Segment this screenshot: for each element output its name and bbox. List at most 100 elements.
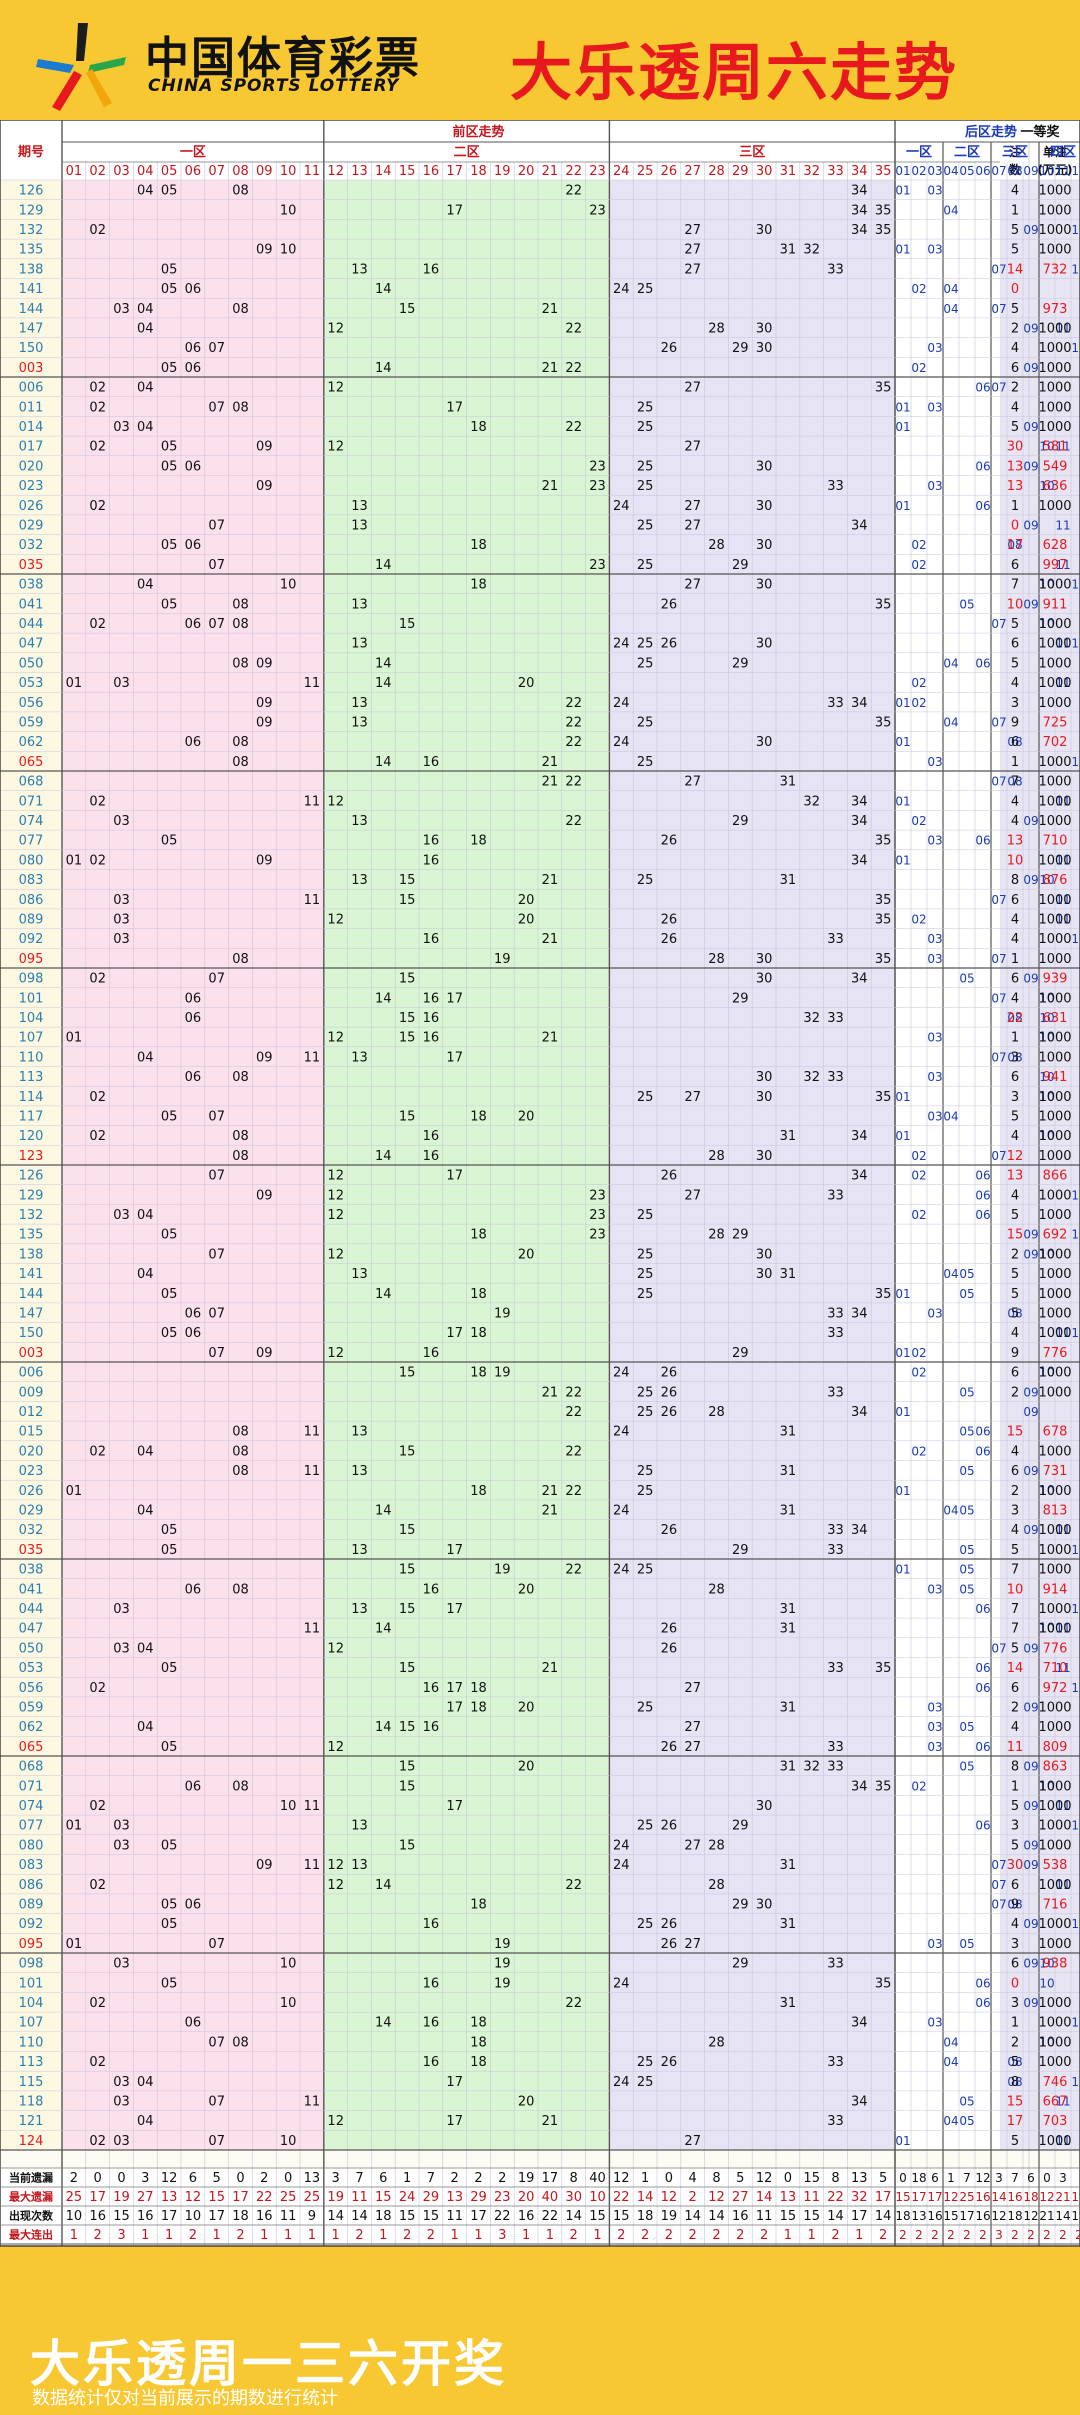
stats-back-value: 12 <box>1039 2190 1054 2204</box>
back-ball: 12 <box>1071 637 1080 651</box>
front-ball: 03 <box>113 420 130 435</box>
front-ball: 25 <box>637 518 654 533</box>
front-ball: 07 <box>208 400 225 415</box>
prize-count: 5 <box>1011 2055 1019 2070</box>
back-ball: 07 <box>991 1897 1006 1911</box>
front-ball: 32 <box>803 1070 820 1085</box>
prize-amount: 1000 <box>1038 1523 1071 1538</box>
back-number-header: 04 <box>943 164 958 178</box>
back-ball: 11 <box>1055 1622 1070 1636</box>
back-ball: 06 <box>975 499 990 513</box>
prize-amount: 1000 <box>1038 1484 1071 1499</box>
back-ball: 11 <box>1055 518 1070 532</box>
front-ball: 32 <box>803 1011 820 1026</box>
front-ball: 30 <box>756 321 773 336</box>
front-ball: 07 <box>208 2035 225 2050</box>
prize-count: 6 <box>1011 1464 1019 1479</box>
front-ball: 05 <box>161 1838 178 1853</box>
front-ball: 30 <box>756 459 773 474</box>
prize-count: 6 <box>1011 361 1019 376</box>
back-ball: 03 <box>927 243 942 257</box>
front-ball: 22 <box>565 715 582 730</box>
front-ball: 06 <box>185 1070 202 1085</box>
prize-amount: 1000 <box>1038 321 1071 336</box>
back-ball: 10 <box>1039 1976 1054 1990</box>
prize-amount: 914 <box>1043 1582 1068 1597</box>
stats-front-value: 0 <box>284 2171 292 2186</box>
back-ball: 06 <box>975 1661 990 1675</box>
front-ball: 20 <box>518 912 535 927</box>
front-ball: 15 <box>399 1838 416 1853</box>
front-ball: 34 <box>851 2094 868 2109</box>
front-number-header: 19 <box>494 164 511 179</box>
front-ball: 33 <box>827 1326 844 1341</box>
prize-amount: 732 <box>1043 262 1068 277</box>
issue-number: 110 <box>19 2035 44 2050</box>
prize-amount: 1000 <box>1038 637 1071 652</box>
front-ball: 03 <box>113 676 130 691</box>
issue-number: 020 <box>19 459 44 474</box>
stats-back-value: 2 <box>931 2228 939 2242</box>
stats-front-value: 2 <box>570 2228 578 2243</box>
stats-front-value: 1 <box>308 2228 316 2243</box>
back-ball: 09 <box>1023 1700 1038 1714</box>
prize-count: 3 <box>1011 1090 1019 1105</box>
front-ball: 07 <box>208 972 225 987</box>
back-ball: 09 <box>1023 972 1038 986</box>
front-ball: 04 <box>137 1050 154 1065</box>
prize-count: 6 <box>1011 972 1019 987</box>
stats-front-value: 32 <box>851 2190 868 2205</box>
issue-number: 129 <box>19 1188 44 1203</box>
front-ball: 08 <box>232 184 249 199</box>
front-ball: 26 <box>661 1622 678 1637</box>
front-ball: 22 <box>565 1484 582 1499</box>
issue-number: 050 <box>19 1641 44 1656</box>
front-ball: 34 <box>851 223 868 238</box>
prize-amount: 1000 <box>1038 1366 1071 1381</box>
front-ball: 33 <box>827 932 844 947</box>
front-ball: 33 <box>827 1523 844 1538</box>
back-ball: 03 <box>927 834 942 848</box>
front-ball: 16 <box>423 755 440 770</box>
prize-amount: 1000 <box>1038 1326 1071 1341</box>
stats-front-value: 18 <box>375 2209 392 2224</box>
prize-count: 0 <box>1011 518 1019 533</box>
issue-number: 089 <box>19 912 44 927</box>
front-ball: 17 <box>446 400 463 415</box>
front-ball: 33 <box>827 479 844 494</box>
front-ball: 21 <box>542 775 559 790</box>
front-ball: 29 <box>732 1957 749 1972</box>
back-ball: 02 <box>911 538 926 552</box>
stats-front-value: 2 <box>617 2228 625 2243</box>
front-ball: 06 <box>185 538 202 553</box>
prize-count: 1 <box>1011 755 1019 770</box>
stats-front-value: 22 <box>827 2190 844 2205</box>
front-number-header: 08 <box>232 164 249 179</box>
back-ball: 03 <box>927 2016 942 2030</box>
stats-back-value: 17 <box>1071 2209 1080 2223</box>
prize-amount: 1000 <box>1038 1444 1071 1459</box>
front-ball: 34 <box>851 184 868 199</box>
header-front-title: 前区走势 <box>452 124 504 140</box>
front-number-header: 26 <box>661 164 678 179</box>
stats-front-value: 23 <box>494 2190 511 2205</box>
front-ball: 14 <box>375 1622 392 1637</box>
front-ball: 25 <box>637 755 654 770</box>
back-ball: 10 <box>1039 1622 1054 1636</box>
front-ball: 22 <box>565 1385 582 1400</box>
prize-amount: 1000 <box>1038 1622 1071 1637</box>
back-ball: 09 <box>1023 459 1038 473</box>
back-ball: 06 <box>975 1976 990 1990</box>
front-ball: 11 <box>304 676 321 691</box>
front-ball: 32 <box>803 243 820 258</box>
prize-amount: 1000 <box>1038 1129 1071 1144</box>
prize-amount: 631 <box>1043 1011 1068 1026</box>
stats-back-value: 17 <box>927 2190 942 2204</box>
front-ball: 23 <box>589 1208 606 1223</box>
front-ball: 15 <box>399 1523 416 1538</box>
back-ball: 09 <box>1023 1957 1038 1971</box>
front-ball: 16 <box>423 1346 440 1361</box>
back-number-header: 05 <box>959 164 974 178</box>
stats-front-value: 11 <box>351 2190 368 2205</box>
front-ball: 29 <box>732 814 749 829</box>
